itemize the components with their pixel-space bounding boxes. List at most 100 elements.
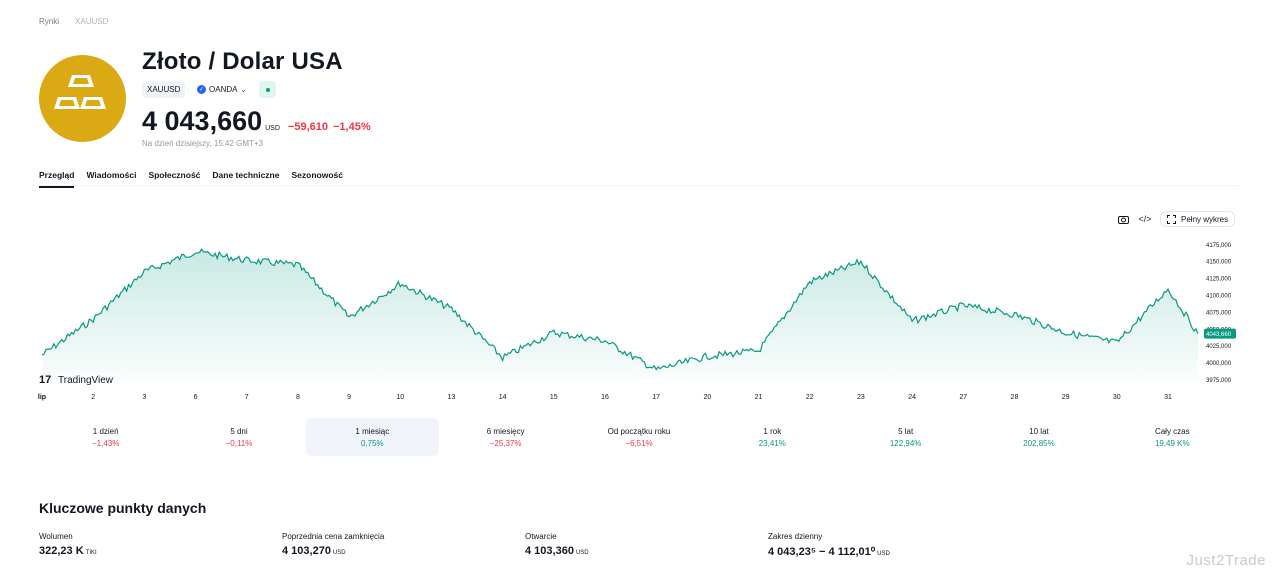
- tab-overview[interactable]: Przegląd: [39, 170, 75, 188]
- x-tick-label: 27: [959, 394, 967, 401]
- x-tick-label: 9: [347, 394, 351, 401]
- tab-bar: Przegląd Wiadomości Społeczność Dane tec…: [39, 170, 343, 188]
- period-button[interactable]: Cały czas 19,49 K%: [1106, 418, 1239, 456]
- kp-open-value: 4 103,360: [525, 545, 574, 557]
- x-tick-label: 20: [703, 394, 711, 401]
- market-status-badge[interactable]: [259, 81, 277, 98]
- period-button[interactable]: 1 miesiąc 0,75%: [305, 418, 439, 456]
- kp-prev-close-unit: USD: [332, 550, 346, 556]
- expand-icon: [1167, 214, 1176, 224]
- kp-volume: Wolumen 322,23 K TIKI: [39, 532, 97, 557]
- y-tick-label: 4175,000: [1206, 243, 1232, 249]
- breadcrumb-markets[interactable]: Rynki: [39, 17, 60, 26]
- period-button[interactable]: 1 rok 23,41%: [706, 418, 839, 456]
- x-tick-label: 13: [448, 394, 456, 401]
- code-icon[interactable]: </>: [1138, 214, 1152, 224]
- y-tick-label: 4025,000: [1206, 344, 1232, 350]
- separator: ·: [187, 85, 191, 94]
- chevron-down-icon: ⌄: [240, 86, 247, 94]
- symbol-chips: XAUUSD · ✓ OANDA ⌄: [142, 81, 277, 98]
- y-tick-label: 4150,000: [1206, 260, 1232, 266]
- period-value: −6,51%: [625, 438, 653, 448]
- x-tick-label: 31: [1164, 394, 1172, 401]
- y-tick-label: 3975,000: [1206, 378, 1232, 384]
- x-tick-label: 14: [499, 394, 507, 401]
- price-change: −59,610: [287, 121, 328, 133]
- x-tick-label: lip: [38, 394, 46, 401]
- price-change-percent: −1,45%: [332, 121, 371, 133]
- period-button[interactable]: 1 dzień −1,43%: [39, 418, 172, 456]
- kp-day-range-label: Zakres dzienny: [768, 532, 823, 541]
- y-tick-label: 4125,000: [1206, 277, 1232, 283]
- exchange-chip[interactable]: ✓ OANDA ⌄: [192, 81, 251, 98]
- tradingview-label: TradingView: [58, 375, 114, 386]
- period-value: −25,37%: [489, 438, 522, 448]
- period-button[interactable]: 10 lat 202,85%: [972, 418, 1105, 456]
- last-price-label: 4043,660: [1204, 328, 1236, 339]
- chart-price-line: [41, 248, 1199, 371]
- period-label: 10 lat: [1029, 426, 1049, 436]
- x-tick-label: 28: [1011, 394, 1019, 401]
- kp-prev-close-label: Poprzednia cena zamknięcia: [282, 532, 385, 541]
- tab-seasonality[interactable]: Sezonowość: [291, 170, 343, 180]
- price-currency: USD: [265, 125, 280, 132]
- period-label: 6 miesięcy: [486, 426, 525, 436]
- tab-news[interactable]: Wiadomości: [86, 170, 137, 180]
- camera-icon[interactable]: [1114, 211, 1132, 227]
- y-tick-label: 4100,000: [1206, 293, 1232, 299]
- period-button[interactable]: 5 dni −0,11%: [172, 418, 305, 456]
- key-points-title: Kluczowe punkty danych: [39, 500, 207, 516]
- x-tick-label: 3: [142, 394, 146, 401]
- period-label: 1 rok: [763, 426, 782, 436]
- chart-toolbar: </> Pełny wykres: [1114, 211, 1236, 227]
- period-button[interactable]: Od początku roku −6,51%: [572, 418, 705, 456]
- price-chart[interactable]: lip 2 3 6 7 8 9 10 13 14 15 16 17 20 21 22 23 24 27 28 29 30 3…: [38, 230, 1238, 405]
- watermark: Just2Trade: [1186, 552, 1266, 569]
- kp-volume-label: Wolumen: [39, 532, 73, 541]
- kp-prev-close: Poprzednia cena zamknięcia 4 103,270 USD: [282, 532, 384, 557]
- period-button[interactable]: 5 lat 122,94%: [839, 418, 972, 456]
- symbol-chip[interactable]: XAUUSD: [142, 81, 186, 98]
- x-tick-label: 30: [1113, 394, 1121, 401]
- y-axis: 4175,000 4150,000 4125,000 4100,000 4075,000…: [1206, 243, 1232, 384]
- period-label: 1 miesiąc: [355, 426, 390, 436]
- x-tick-label: 17: [652, 394, 660, 401]
- gold-bars-icon: [54, 75, 106, 109]
- tradingview-logo: 17 TradingView: [39, 374, 114, 386]
- x-tick-label: 8: [296, 394, 300, 401]
- performance-periods: 1 dzień −1,43% 5 dni −0,11% 1 miesiąc 0,75% 6 …: [39, 418, 1239, 456]
- period-label: Od początku roku: [607, 426, 671, 436]
- period-value: 23,41%: [758, 438, 786, 448]
- kp-open-label: Otwarcie: [525, 532, 557, 541]
- tab-divider: [39, 185, 1239, 186]
- period-button[interactable]: 6 miesięcy −25,37%: [439, 418, 572, 456]
- price-row: 4 043,660 USD −59,610 −1,45%: [142, 106, 371, 137]
- breadcrumb-symbol: XAUUSD: [75, 17, 109, 26]
- x-tick-label: 2: [91, 394, 95, 401]
- x-tick-label: 23: [857, 394, 865, 401]
- x-tick-label: 15: [550, 394, 558, 401]
- x-tick-label: 7: [245, 394, 249, 401]
- period-value: 202,85%: [1023, 438, 1055, 448]
- svg-text:17: 17: [39, 374, 51, 386]
- kp-open-unit: USD: [575, 550, 589, 556]
- x-tick-label: 24: [908, 394, 916, 401]
- last-price: 4 043,660: [142, 106, 263, 136]
- breadcrumb: Rynki XAUUSD: [39, 17, 108, 26]
- period-value: 0,75%: [360, 438, 384, 448]
- as-of-timestamp: Na dzień dzisiejszy, 15:42 GMT+3: [142, 139, 264, 148]
- full-chart-button[interactable]: Pełny wykres: [1160, 211, 1236, 227]
- period-value: 19,49 K%: [1154, 438, 1190, 448]
- x-tick-label: 22: [806, 394, 814, 401]
- gold-logo: [39, 55, 126, 142]
- kp-volume-value: 322,23 K: [39, 545, 84, 557]
- period-label: 5 dni: [230, 426, 248, 436]
- x-tick-label: 21: [755, 394, 763, 401]
- period-label: 5 lat: [898, 426, 914, 436]
- tab-technicals[interactable]: Dane techniczne: [212, 170, 280, 180]
- kp-day-range-value: 4 043,23⁵ − 4 112,01⁰: [768, 546, 876, 558]
- full-chart-label: Pełny wykres: [1181, 214, 1229, 224]
- tab-community[interactable]: Społeczność: [148, 170, 201, 180]
- y-tick-label: 4000,000: [1206, 361, 1232, 367]
- kp-prev-close-value: 4 103,270: [282, 545, 331, 557]
